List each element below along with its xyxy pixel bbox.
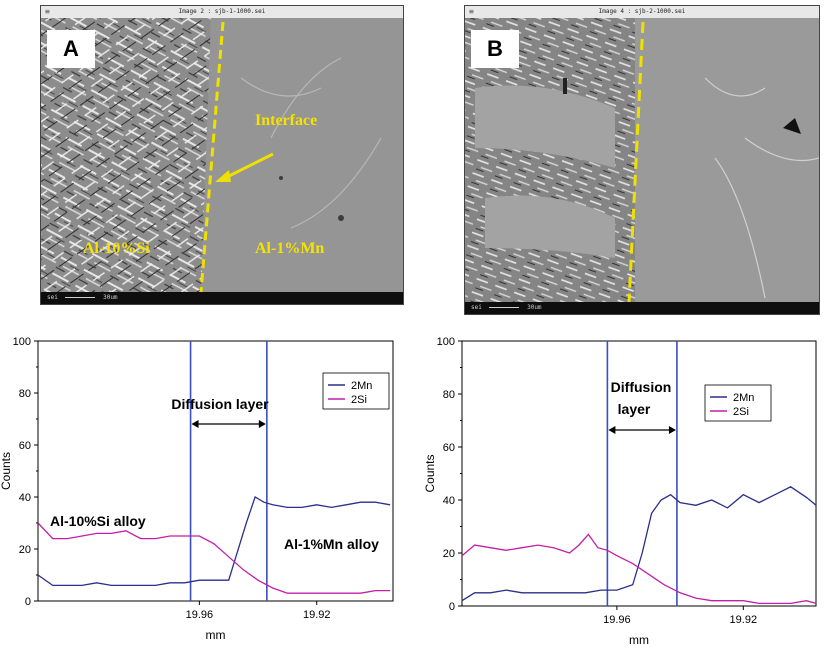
legend-label-2mn: 2Mn [733,392,754,404]
panel-label-a: A [47,30,95,68]
y-tick-label: 60 [443,442,455,454]
interface-arrow [224,152,274,180]
micrograph-b-titlebar: ≡ Image 4 : sjb-2-1000.sei [465,6,819,18]
diffusion-layer-label: Diffusion layer [171,396,269,412]
y-tick-label: 80 [443,389,455,401]
y-tick-label: 0 [25,596,31,608]
micrograph-a-status-mode: sei [47,294,58,301]
series-line-2mn [37,496,391,587]
arrowhead-right-icon [668,426,676,434]
y-tick-label: 0 [449,601,455,613]
micrograph-b: ≡ Image 4 : sjb-2-1000.sei sei [464,5,820,315]
alloy-annotation-al-si: Al-10%Si alloy [50,513,146,529]
micrograph-a-window-title: Image 2 : sjb-1-1000.sei [178,8,266,15]
y-axis-label: Counts [423,454,437,492]
alloy-label-al-si: Al-10%Si [83,240,150,257]
micrograph-b-statusbar: sei 30um [465,302,819,314]
chart-b: 0 20 40 60 80 100 19.96 19.92 mm Counts 2Mn 2Si Diff… [423,336,817,647]
chart-a: 0 20 40 60 80 100 19.96 19.92 mm Counts 2Mn 2Si Diff… [0,336,394,642]
interface-label: Interface [255,112,318,129]
legend-label-2si: 2Si [733,406,749,418]
micrograph-a: ≡ Image 2 : sjb-1-1000.sei [40,5,404,305]
arrowhead-left-icon [191,420,199,428]
y-tick-label: 20 [443,548,455,560]
series-line-2si [37,522,391,594]
alloy-annotation-al-mn: Al-1%Mn alloy [284,536,379,552]
legend-label-2si: 2Si [351,394,367,406]
micrograph-b-scale-label: 30um [527,304,542,311]
micrograph-b-status-mode: sei [471,304,482,311]
series-line-2mn [461,486,817,602]
series-line-2si [461,533,817,605]
micrograph-a-sem-image [41,18,403,293]
interface-dashed-line [627,21,645,303]
micrograph-a-scale-label: 30um [103,294,118,301]
micrograph-a-titlebar: ≡ Image 2 : sjb-1-1000.sei [41,6,403,18]
window-menu-icon[interactable]: ≡ [469,7,474,16]
micrograph-a-statusbar: sei 30um [41,292,403,304]
x-tick-label: 19.92 [303,609,331,621]
legend-box [704,384,772,422]
arrowhead-left-icon [608,426,616,434]
diffusion-label-line-2: layer [618,401,651,417]
interface-dashed-line [199,21,225,293]
y-tick-label: 60 [19,440,31,452]
y-axis-label: Counts [0,452,13,490]
y-tick-label: 40 [19,492,31,504]
y-tick-label: 20 [19,544,31,556]
interface-arrowhead-icon [215,170,231,182]
y-tick-label: 80 [19,388,31,400]
scale-bar [489,307,520,308]
legend-box [322,372,390,410]
x-tick-label: 19.92 [730,614,758,626]
micrograph-a-image [41,18,403,293]
scale-bar [65,297,96,298]
legend-label-2mn: 2Mn [351,380,372,392]
x-axis-label: mm [206,628,226,642]
y-tick-label: 100 [437,336,455,348]
x-tick-label: 19.96 [603,614,631,626]
window-menu-icon[interactable]: ≡ [45,7,50,16]
arrowhead-right-icon [258,420,266,428]
y-tick-label: 40 [443,495,455,507]
y-tick-label: 100 [13,336,31,348]
panel-label-b: B [471,30,519,68]
diffusion-label-line-1: Diffusion [611,379,672,395]
x-tick-label: 19.96 [186,609,214,621]
micrograph-b-window-title: Image 4 : sjb-2-1000.sei [598,8,686,15]
alloy-label-al-mn: Al-1%Mn [255,240,325,257]
x-axis-label: mm [629,633,649,647]
